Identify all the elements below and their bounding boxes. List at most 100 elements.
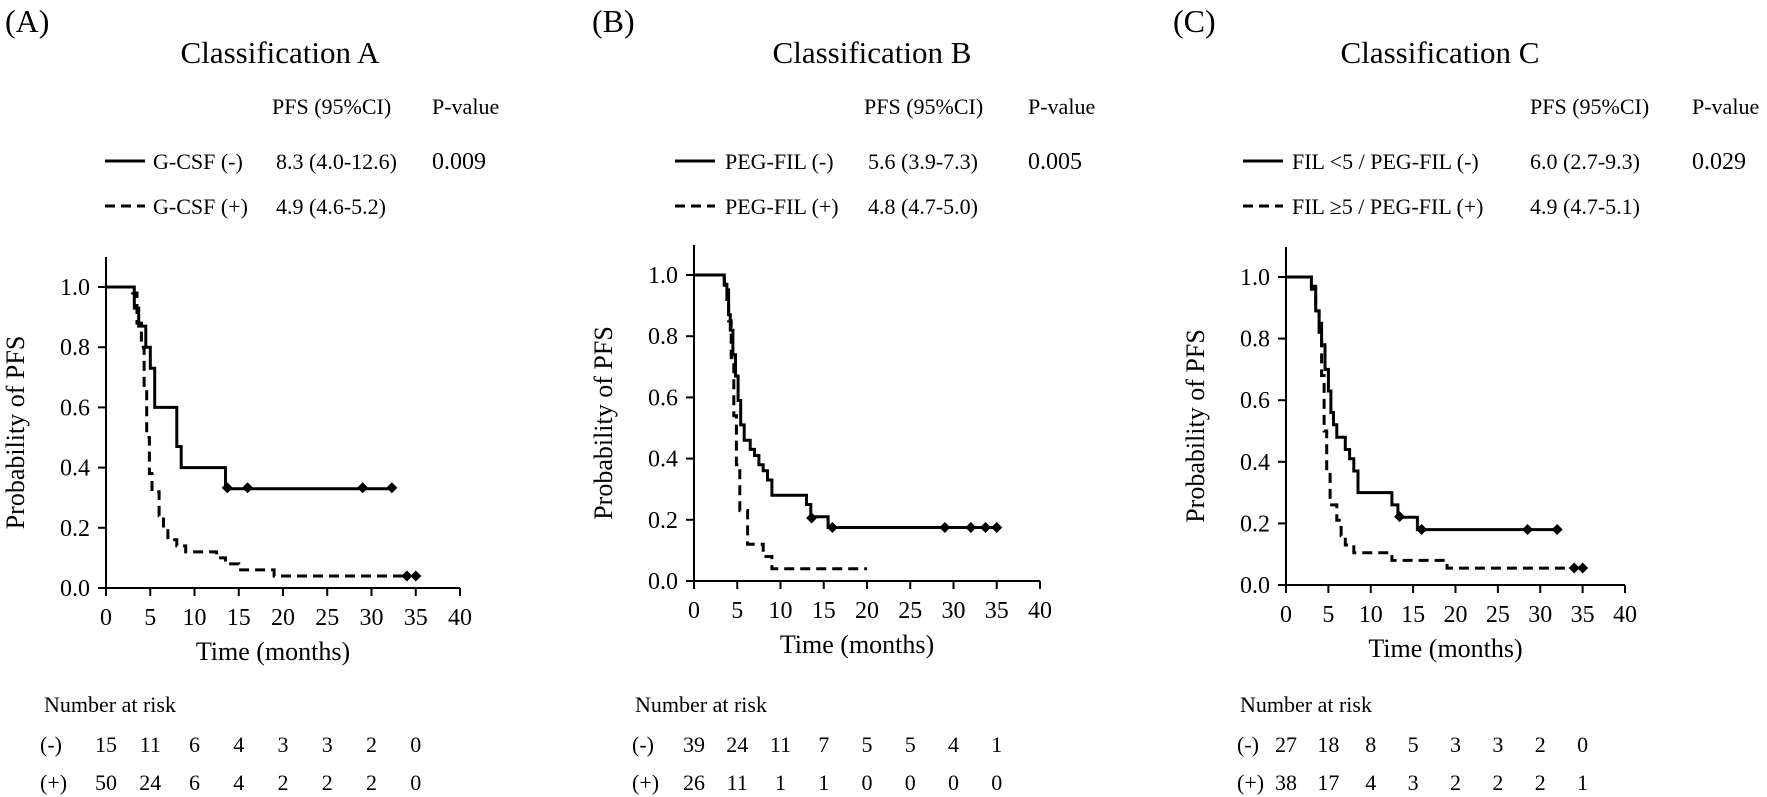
panel-a-y-tick-label: 0.2 bbox=[60, 516, 90, 542]
panel-b-risk-pos-value: 26 bbox=[683, 770, 705, 795]
panel-c-legend-neg-pfs: 6.0 (2.7-9.3) bbox=[1530, 149, 1640, 174]
panel-c-label: (C) bbox=[1173, 3, 1216, 39]
panel-c-x-tick-label: 0 bbox=[1280, 602, 1292, 628]
panel-a-x-tick-label: 20 bbox=[271, 605, 295, 631]
panel-c-plot: 0 5 10 15 20 25 30 35 40 0.0 0.2 0.4 0.6 0.8 1.0 Time (… bbox=[1181, 247, 1637, 663]
panel-b-censor-marker bbox=[826, 521, 838, 533]
panel-b-risk-neg-label: (-) bbox=[632, 732, 654, 757]
panel-a-risk-pos-value: 24 bbox=[139, 770, 161, 795]
panel-a-risk-neg-value: 2 bbox=[366, 732, 377, 757]
panel-a-legend-neg-label: G-CSF (-) bbox=[153, 149, 243, 174]
panel-a-risk-pos-value: 4 bbox=[233, 770, 244, 795]
panel-b-x-tick-label: 25 bbox=[898, 598, 922, 624]
panel-b-risk-pos-value: 0 bbox=[905, 770, 916, 795]
panel-c-x-tick-label: 35 bbox=[1571, 602, 1595, 628]
panel-b-legend-pos-label: PEG-FIL (+) bbox=[725, 194, 839, 219]
panel-c-risk-pos-value: 38 bbox=[1275, 770, 1297, 795]
panel-c-censor-marker bbox=[1416, 524, 1428, 536]
panel-b-censor-marker bbox=[980, 521, 992, 533]
panel-c-legend-pos-label: FIL ≥5 / PEG-FIL (+) bbox=[1292, 194, 1484, 219]
panel-b: (B) Classification B PFS (95%CI) P-value… bbox=[589, 3, 1095, 795]
panel-a-censor-marker bbox=[386, 482, 398, 494]
panel-c-y-tick-label: 0.6 bbox=[1240, 388, 1270, 414]
panel-c-y-tick-label: 0.0 bbox=[1240, 573, 1270, 599]
panel-c-risk-neg-value: 18 bbox=[1317, 732, 1339, 757]
panel-a-risk-neg-value: 15 bbox=[95, 732, 117, 757]
panel-b-risk-values: 39 24 11 7 5 5 4 126 11 1 1 0 0 0 0 bbox=[683, 732, 1002, 795]
panel-b-risk-pos-value: 0 bbox=[862, 770, 873, 795]
panel-b-x-tick-label: 15 bbox=[812, 598, 836, 624]
panel-c-x-tick-label: 30 bbox=[1528, 602, 1552, 628]
panel-a: (A) Classification A PFS (95%CI) P-value… bbox=[1, 3, 499, 795]
panel-a-risk-pos-value: 2 bbox=[278, 770, 289, 795]
panel-b-risk-neg-value: 24 bbox=[726, 732, 748, 757]
panel-a-risk-pos-value: 50 bbox=[95, 770, 117, 795]
panel-a-risk-pos-label: (+) bbox=[40, 770, 67, 795]
panel-c-censor-marker bbox=[1577, 562, 1589, 574]
panel-b-risk-neg-value: 5 bbox=[905, 732, 916, 757]
panel-b-x-tick-label: 0 bbox=[688, 598, 700, 624]
panel-c-risk-pos-value: 2 bbox=[1492, 770, 1503, 795]
panel-a-legend-pos-pfs: 4.9 (4.6-5.2) bbox=[276, 194, 386, 219]
panel-b-risk-pos-value: 0 bbox=[991, 770, 1002, 795]
panel-a-risk-neg-value: 11 bbox=[140, 732, 161, 757]
panel-a-risk-neg-label: (-) bbox=[40, 732, 62, 757]
panel-b-y-tick-label: 1.0 bbox=[648, 263, 678, 289]
panel-b-y-tick-label: 0.8 bbox=[648, 324, 678, 350]
panel-c-x-axis-label: Time (months) bbox=[1368, 634, 1522, 663]
panel-c-censor-marker bbox=[1551, 524, 1563, 536]
panel-c-risk-pos-value: 17 bbox=[1317, 770, 1339, 795]
panel-b-risk-neg-value: 5 bbox=[862, 732, 873, 757]
panel-c-x-tick-label: 40 bbox=[1613, 602, 1637, 628]
panel-b-risk-pos-value: 1 bbox=[775, 770, 786, 795]
panel-a-x-axis-label: Time (months) bbox=[196, 637, 350, 666]
panel-a-risk-pos-value: 0 bbox=[410, 770, 421, 795]
panel-c-legend-pos-pfs: 4.9 (4.7-5.1) bbox=[1530, 194, 1640, 219]
panel-c-legend-neg-label: FIL <5 / PEG-FIL (-) bbox=[1292, 149, 1479, 174]
panel-a-x-tick-label: 35 bbox=[404, 605, 428, 631]
panel-a-y-tick-label: 0.4 bbox=[60, 456, 90, 482]
panel-c-risk-neg-label: (-) bbox=[1237, 732, 1259, 757]
panel-b-header-p: P-value bbox=[1028, 94, 1095, 119]
panel-c-series-dashed-curve bbox=[1286, 275, 1575, 570]
panel-a-x-tick-label: 15 bbox=[227, 605, 251, 631]
panel-c-header-pfs: PFS (95%CI) bbox=[1530, 94, 1649, 119]
panel-a-risk-neg-value: 6 bbox=[189, 732, 200, 757]
panel-c-risk-neg-value: 5 bbox=[1408, 732, 1419, 757]
panel-b-risk-pos-label: (+) bbox=[632, 770, 659, 795]
panel-c-risk-pos-value: 3 bbox=[1408, 770, 1419, 795]
panel-c-y-tick-label: 0.8 bbox=[1240, 327, 1270, 353]
panel-b-censor-marker bbox=[965, 521, 977, 533]
panel-b-y-tick-label: 0.4 bbox=[648, 447, 678, 473]
panel-c-risk-neg-value: 0 bbox=[1577, 732, 1588, 757]
panel-b-risk-neg-value: 39 bbox=[683, 732, 705, 757]
panel-b-legend-pos-pfs: 4.8 (4.7-5.0) bbox=[868, 194, 978, 219]
panel-b-x-tick-label: 35 bbox=[985, 598, 1009, 624]
panel-c-risk-neg-value: 3 bbox=[1492, 732, 1503, 757]
panel-c-x-tick-label: 10 bbox=[1359, 602, 1383, 628]
panel-c-risk-neg-value: 2 bbox=[1535, 732, 1546, 757]
panel-a-plot: 0 5 10 15 20 25 30 35 40 0.0 0.2 0.4 0.6 0.8 1.0 Time (… bbox=[1, 257, 472, 666]
panel-b-header-pfs: PFS (95%CI) bbox=[864, 94, 983, 119]
panel-a-y-tick-label: 1.0 bbox=[60, 275, 90, 301]
panel-b-plot: 0 5 10 15 20 25 30 35 40 0.0 0.2 0.4 0.6 0.8 1.0 Time (… bbox=[589, 245, 1052, 659]
panel-b-y-tick-label: 0.0 bbox=[648, 569, 678, 595]
panel-a-risk-pos-value: 6 bbox=[189, 770, 200, 795]
panel-a-legend-pos-label: G-CSF (+) bbox=[153, 194, 248, 219]
panel-c-x-tick-label: 25 bbox=[1486, 602, 1510, 628]
panel-c-series-solid-curve bbox=[1286, 275, 1558, 532]
panel-b-risk-pos-value: 1 bbox=[818, 770, 829, 795]
panel-a-legend-neg-pfs: 8.3 (4.0-12.6) bbox=[276, 149, 397, 174]
panel-b-legend-neg-pfs: 5.6 (3.9-7.3) bbox=[868, 149, 978, 174]
panel-b-legend-p-value: 0.005 bbox=[1028, 149, 1082, 175]
panel-c-y-tick-label: 0.4 bbox=[1240, 450, 1270, 476]
panel-a-label: (A) bbox=[5, 3, 49, 39]
panel-c-risk-title: Number at risk bbox=[1240, 692, 1372, 717]
panel-c-y-tick-label: 1.0 bbox=[1240, 265, 1270, 291]
panel-a-x-tick-label: 30 bbox=[360, 605, 384, 631]
panel-b-censor-marker bbox=[939, 521, 951, 533]
panel-a-x-tick-label: 5 bbox=[144, 605, 156, 631]
panel-a-y-tick-label: 0.0 bbox=[60, 576, 90, 602]
panel-a-y-tick-label: 0.6 bbox=[60, 395, 90, 421]
panel-b-legend-neg-label: PEG-FIL (-) bbox=[725, 149, 834, 174]
